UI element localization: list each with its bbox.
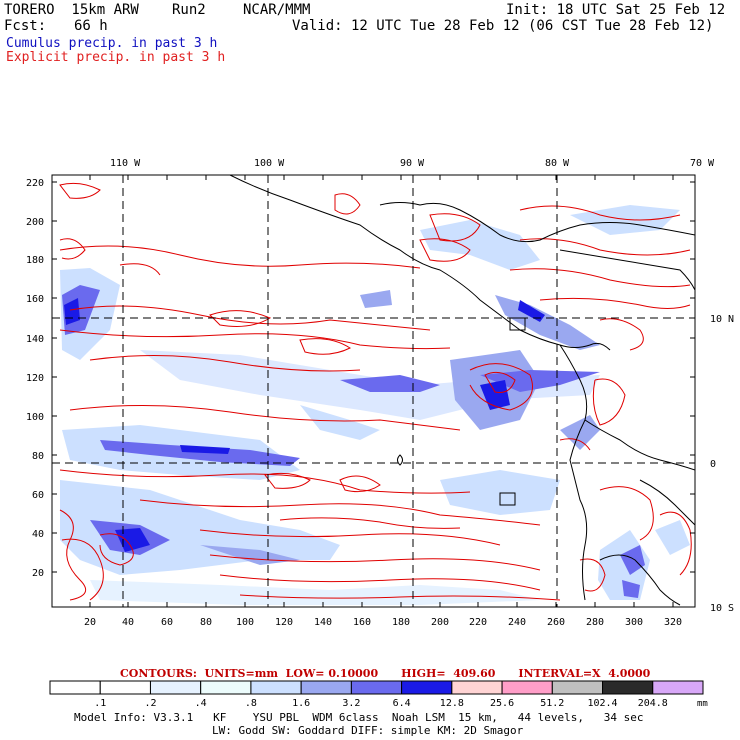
color-bar-unit: mm <box>697 699 708 709</box>
init-time: Init: 18 UTC Sat 25 Feb 12 <box>506 2 726 18</box>
fcst-label: Fcst: <box>4 18 47 34</box>
color-bar-label: 204.8 <box>638 698 668 709</box>
color-bar-label: .1 <box>94 698 106 709</box>
lat-lon-grid <box>52 175 695 607</box>
x-tick-label: 100 <box>236 617 254 628</box>
color-bar-swatch <box>149 680 202 695</box>
lon-label-70w: 70 W <box>690 158 715 169</box>
color-bar-swatch <box>99 680 151 695</box>
x-tick-label: 20 <box>84 617 96 628</box>
org-label: NCAR/MMM <box>243 2 311 18</box>
color-bar-swatch <box>300 680 352 695</box>
x-tick-label: 280 <box>586 617 604 628</box>
model-name: TORERO 15km ARW <box>4 2 139 18</box>
x-tick-label: 240 <box>508 617 526 628</box>
color-bar-swatch <box>49 680 101 695</box>
x-tick-label: 260 <box>547 617 565 628</box>
y-ticks <box>52 181 695 573</box>
x-ticks <box>89 175 674 607</box>
lon-label-90w: 90 W <box>400 158 425 169</box>
color-bar-label: .2 <box>144 698 156 709</box>
x-tick-label: 200 <box>431 617 449 628</box>
lon-label-80w: 80 W <box>545 158 570 169</box>
run-label: Run2 <box>172 2 206 18</box>
valid-time: Valid: 12 UTC Tue 28 Feb 12 (06 CST Tue … <box>292 18 714 34</box>
lat-label-0: 0 <box>710 459 716 470</box>
lat-label-10s: 10 S <box>710 603 734 614</box>
lat-label-10n: 10 N <box>710 314 734 325</box>
y-tick-label: 120 <box>26 373 44 384</box>
y-tick-label: 140 <box>26 334 44 345</box>
y-tick-label: 200 <box>26 217 44 228</box>
color-bar-label: .4 <box>195 698 207 709</box>
color-bar-label: 25.6 <box>490 698 514 709</box>
plot-frame <box>51 174 696 608</box>
model-info-line1: Model Info: V3.3.1 KF YSU PBL WDM 6class… <box>74 711 644 724</box>
contour-info: CONTOURS: UNITS=mm LOW= 0.10000 HIGH= 40… <box>120 667 651 680</box>
color-bar-label: 6.4 <box>393 698 411 709</box>
x-tick-label: 320 <box>664 617 682 628</box>
color-bar-swatch <box>250 680 302 695</box>
x-tick-label: 180 <box>392 617 410 628</box>
color-bar-swatch <box>602 680 654 695</box>
color-bar-swatch <box>551 680 604 695</box>
x-tick-label: 140 <box>314 617 332 628</box>
color-bar-swatch <box>350 680 403 695</box>
y-tick-label: 160 <box>26 294 44 305</box>
x-tick-label: 80 <box>200 617 212 628</box>
color-bar-swatch <box>401 680 453 695</box>
color-bar <box>49 680 704 695</box>
color-bar-swatch <box>652 680 704 695</box>
x-tick-label: 40 <box>122 617 134 628</box>
y-tick-label: 20 <box>32 568 44 579</box>
cumulus-title: Cumulus precip. in past 3 h <box>6 36 218 51</box>
color-bar-swatch <box>200 680 252 695</box>
color-bar-label: 51.2 <box>540 698 564 709</box>
fcst-value: 66 h <box>74 18 108 34</box>
x-tick-label: 220 <box>469 617 487 628</box>
color-bar-label: .8 <box>245 698 257 709</box>
y-tick-label: 80 <box>32 451 44 462</box>
x-tick-label: 160 <box>353 617 371 628</box>
x-tick-label: 60 <box>161 617 173 628</box>
color-bar-label: 12.8 <box>440 698 464 709</box>
y-tick-label: 40 <box>32 529 44 540</box>
cumulus-precip-shading <box>60 205 690 605</box>
y-tick-label: 180 <box>26 255 44 266</box>
y-tick-label: 220 <box>26 178 44 189</box>
model-info-line2: LW: Godd SW: Goddard DIFF: simple KM: 2D… <box>212 724 524 737</box>
coastlines <box>229 175 695 606</box>
color-bar-swatch <box>451 680 503 695</box>
y-tick-label: 60 <box>32 490 44 501</box>
color-bar-swatch <box>501 680 553 695</box>
color-bar-label: 3.2 <box>342 698 360 709</box>
lon-label-100w: 100 W <box>254 158 285 169</box>
explicit-title: Explicit precip. in past 3 h <box>6 50 226 65</box>
color-bar-label: 102.4 <box>587 698 617 709</box>
y-tick-label: 100 <box>26 412 44 423</box>
explicit-precip-contours <box>59 182 692 601</box>
x-tick-label: 120 <box>275 617 293 628</box>
x-tick-label: 300 <box>625 617 643 628</box>
lon-label-110w: 110 W <box>110 158 141 169</box>
color-bar-label: 1.6 <box>292 698 310 709</box>
